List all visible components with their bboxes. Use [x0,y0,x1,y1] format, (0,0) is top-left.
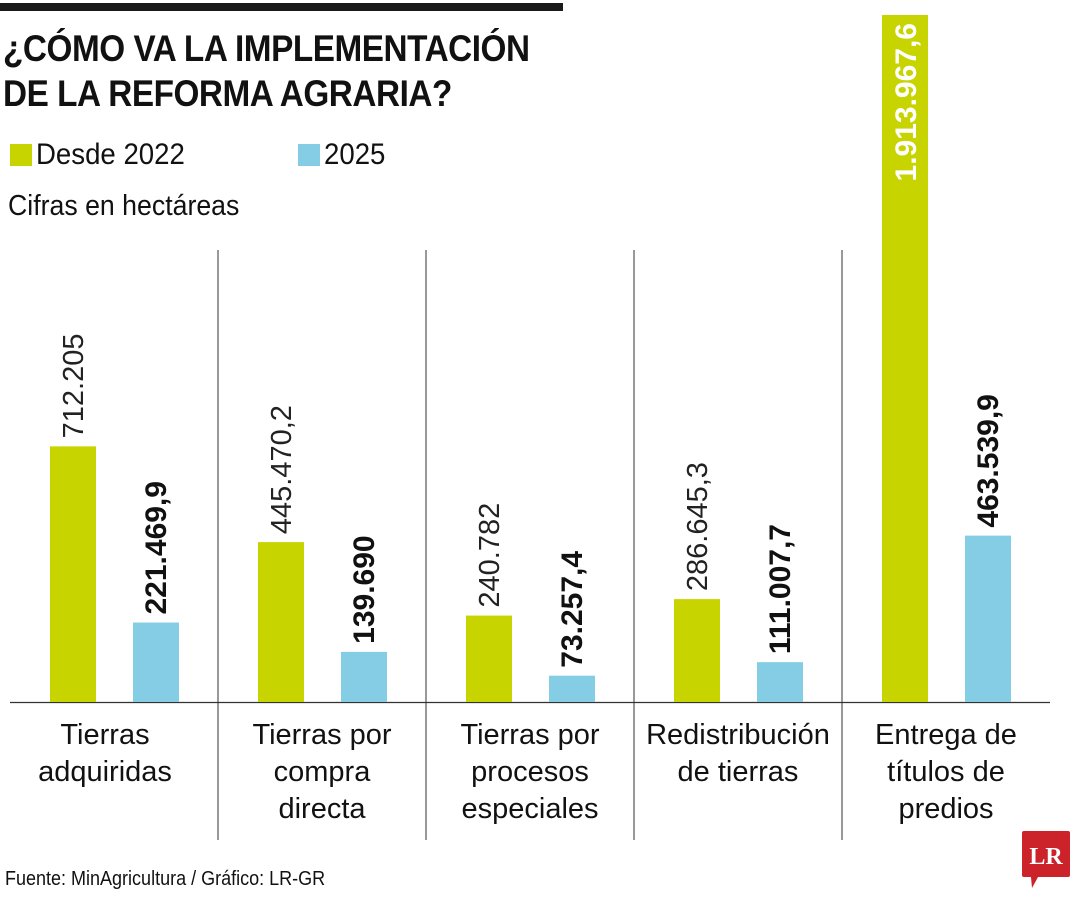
legend-label-desde-2022: Desde 2022 [36,138,185,171]
bar-2025-3 [549,675,595,702]
title-line-1: ¿CÓMO VA LA IMPLEMENTACIÓN [3,28,530,69]
value-label-desde-2022-3: 240.782 [474,503,506,608]
bar-desde-2022-4 [674,599,720,702]
legend-swatch-2025 [298,144,320,166]
bar-2025-5 [965,535,1011,702]
category-label-2-line-2: compra [274,756,372,788]
value-label-2025-3: 73.257,4 [556,551,589,668]
units-note: Cifras en hectáreas [8,190,240,222]
category-label-4-line-1: Redistribución [646,719,830,751]
value-label-2025-2: 139.690 [348,535,381,643]
category-label-5-line-3: predios [898,793,993,825]
category-label-4-line-2: de tierras [678,756,799,788]
category-label-5-line-1: Entrega de [875,719,1017,751]
bar-2025-4 [757,662,803,702]
bar-desde-2022-3 [466,615,512,702]
lr-logo-icon: LR [1022,831,1070,888]
logo-text: LR [1029,844,1063,870]
category-label-5-line-2: títulos de [887,756,1005,788]
category-label-3-line-1: Tierras por [460,719,599,751]
legend-item-2025: 2025 [298,138,391,172]
category-label-2-line-3: directa [278,793,366,825]
category-label-2-line-1: Tierras por [252,719,391,751]
category-label-1-line-2: adquiridas [38,756,172,788]
title-line-2: DE LA REFORMA AGRARIA? [3,73,452,114]
value-label-2025-1: 221.469,9 [140,481,173,614]
bar-desde-2022-2 [258,542,304,702]
bar-2025-2 [341,651,387,702]
legend-item-desde-2022: Desde 2022 [10,138,298,172]
category-label-3-line-2: procesos [471,756,589,788]
logo-bubble [1022,831,1070,888]
value-label-desde-2022-1: 712.205 [58,334,90,439]
bar-2025-1 [133,622,179,702]
bar-desde-2022-5 [882,15,928,702]
legend: Desde 2022 2025 [10,138,391,172]
legend-swatch-desde-2022 [10,144,32,166]
value-label-desde-2022-5: 1.913.967,6 [890,23,923,181]
chart-title: ¿CÓMO VA LA IMPLEMENTACIÓN DE LA REFORMA… [3,26,530,116]
value-label-2025-5: 463.539,9 [972,394,1005,527]
value-label-desde-2022-2: 445.470,2 [266,405,298,534]
top-rule [0,3,563,11]
value-label-desde-2022-4: 286.645,3 [682,462,714,591]
bar-desde-2022-1 [50,446,96,702]
category-label-3-line-3: especiales [461,793,598,825]
value-label-2025-4: 111.007,7 [764,524,797,654]
legend-label-2025: 2025 [324,138,386,171]
source-note: Fuente: MinAgricultura / Gráfico: LR-GR [5,868,326,890]
category-label-1-line-1: Tierras [60,719,149,751]
